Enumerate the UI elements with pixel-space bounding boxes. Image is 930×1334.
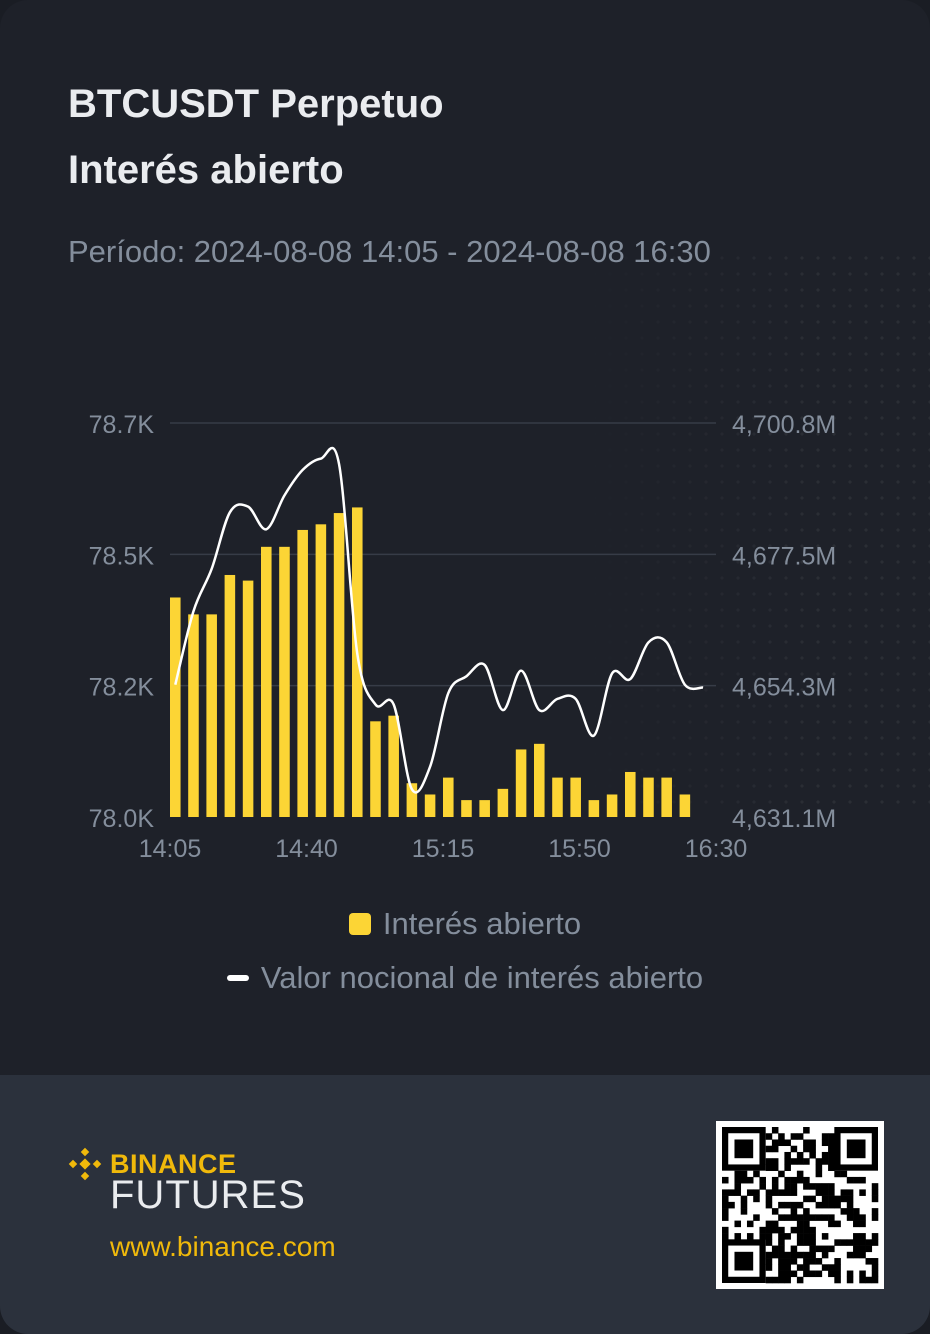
website-link[interactable]: www.binance.com (110, 1231, 336, 1262)
bar (352, 507, 363, 817)
y-left-tick-label: 78.2K (89, 674, 155, 702)
bar (479, 800, 490, 817)
legend-line-swatch-icon (226, 975, 249, 981)
bar (242, 580, 254, 817)
legend-item-bars: Interés abierto (0, 906, 930, 942)
bar (570, 777, 581, 817)
y-right-tick-label: 4,700.8M (732, 411, 836, 439)
x-tick-label: 14:40 (275, 835, 338, 863)
bar (333, 513, 345, 817)
bar (552, 777, 563, 817)
y-right-tick-label: 4,654.3M (732, 674, 836, 702)
series-line (174, 446, 704, 794)
bar (297, 529, 308, 817)
bar (206, 614, 217, 817)
bar (497, 788, 509, 817)
y-left-tick-label: 78.0K (89, 805, 155, 833)
page-title: BTCUSDT Perpetuo (68, 82, 444, 126)
bar (679, 794, 691, 817)
x-tick-label: 14:05 (139, 835, 202, 863)
binance-logo: BINANCE (68, 1147, 237, 1181)
bar (534, 743, 545, 817)
x-tick-label: 16:30 (685, 835, 748, 863)
bar (188, 614, 199, 817)
footer: BINANCE FUTURES www.binance.com (0, 1075, 930, 1334)
bar (279, 546, 290, 817)
bar (224, 574, 236, 817)
binance-diamond-icon (68, 1147, 102, 1181)
bar (388, 715, 399, 817)
background-dot-pattern (570, 250, 930, 810)
bar (443, 777, 454, 817)
y-right-tick-label: 4,631.1M (732, 805, 836, 833)
page-subtitle: Interés abierto (68, 148, 344, 192)
legend-item-line: Valor nocional de interés abierto (0, 960, 930, 996)
legend-bar-label: Interés abierto (382, 906, 582, 941)
bar (661, 777, 672, 817)
legend-bar-swatch-icon (348, 913, 371, 935)
bar (461, 800, 472, 817)
period-range: Período: 2024-08-08 14:05 - 2024-08-08 1… (68, 234, 711, 269)
bar (588, 800, 600, 817)
open-interest-chart: 78.0K 4,631.1M 78.2K 4,654.3M 78.5K 4,677.5M 7… (89, 411, 837, 863)
x-tick-label: 15:50 (548, 835, 611, 863)
bar (315, 524, 327, 817)
bar (170, 597, 181, 817)
bar (370, 721, 381, 817)
brand-product: FUTURES (110, 1173, 306, 1217)
brand-name: BINANCE (110, 1148, 237, 1179)
bar (625, 771, 636, 817)
bar (515, 749, 527, 817)
legend-line-label: Valor nocional de interés abierto (260, 960, 704, 995)
y-left-tick-label: 78.5K (89, 542, 155, 570)
bar (261, 546, 272, 817)
y-left-tick-label: 78.7K (89, 411, 155, 439)
x-tick-label: 15:15 (412, 835, 475, 863)
bar (406, 783, 418, 817)
qr-code (716, 1121, 884, 1289)
y-right-tick-label: 4,677.5M (732, 542, 836, 570)
bar (424, 794, 436, 817)
bar (606, 794, 618, 817)
bar (643, 777, 654, 817)
